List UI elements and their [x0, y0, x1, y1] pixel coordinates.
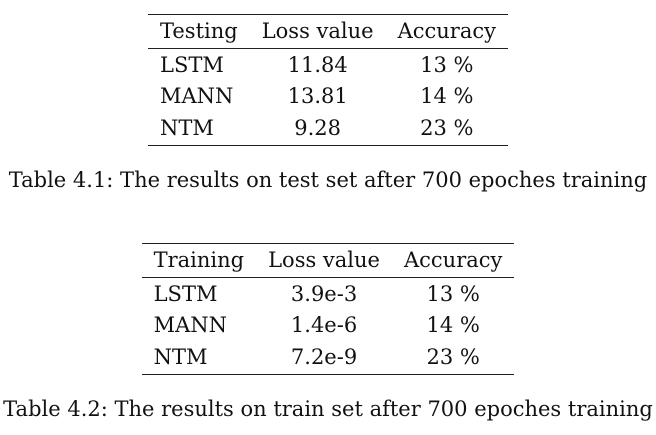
- results-table-test: Testing Loss value Accuracy LSTM 11.84 1…: [148, 13, 508, 146]
- accuracy-cell: 14 %: [426, 313, 480, 338]
- accuracy-cell: 23 %: [391, 341, 515, 375]
- table-caption: Table 4.1: The results on test set after…: [8, 167, 648, 192]
- table-row: LSTM 11.84 13 %: [148, 49, 508, 82]
- model-cell: MANN: [160, 84, 234, 109]
- table-caption: Table 4.2: The results on train set afte…: [3, 396, 653, 421]
- model-cell: NTM: [148, 112, 250, 146]
- table-block-4-2: Training Loss value Accuracy LSTM 3.9e-3…: [0, 242, 656, 421]
- header-cell: Accuracy: [391, 242, 515, 279]
- header-row: Testing Loss value Accuracy: [148, 13, 508, 50]
- model-cell: LSTM: [153, 282, 218, 307]
- header-cell: Loss value: [256, 242, 392, 279]
- header-cell: Accuracy: [385, 13, 508, 50]
- loss-cell: 11.84: [287, 53, 348, 78]
- model-cell: LSTM: [160, 53, 224, 78]
- header-cell: Training: [141, 242, 257, 279]
- table-row: LSTM 3.9e-3 13 %: [142, 278, 515, 311]
- loss-cell: 13.81: [287, 84, 348, 109]
- accuracy-cell: 13 %: [426, 282, 480, 307]
- accuracy-cell: 13 %: [420, 53, 474, 78]
- loss-cell: 7.2e-9: [256, 341, 392, 375]
- model-cell: MANN: [153, 313, 228, 338]
- header-cell: Testing: [148, 13, 250, 50]
- model-cell: NTM: [141, 341, 257, 375]
- accuracy-cell: 23 %: [385, 112, 508, 146]
- header-row: Training Loss value Accuracy: [141, 242, 515, 279]
- loss-cell: 3.9e-3: [290, 282, 358, 307]
- table-block-4-1: Testing Loss value Accuracy LSTM 11.84 1…: [0, 13, 656, 192]
- accuracy-cell: 14 %: [420, 84, 474, 109]
- header-cell: Loss value: [249, 13, 386, 50]
- loss-cell: 1.4e-6: [290, 313, 358, 338]
- table-row: NTM 9.28 23 %: [148, 112, 508, 146]
- table-row: MANN 13.81 14 %: [148, 81, 508, 112]
- loss-cell: 9.28: [249, 112, 386, 146]
- results-table-train: Training Loss value Accuracy LSTM 3.9e-3…: [141, 242, 515, 375]
- table-row: NTM 7.2e-9 23 %: [141, 341, 515, 375]
- table-row: MANN 1.4e-6 14 %: [142, 310, 515, 341]
